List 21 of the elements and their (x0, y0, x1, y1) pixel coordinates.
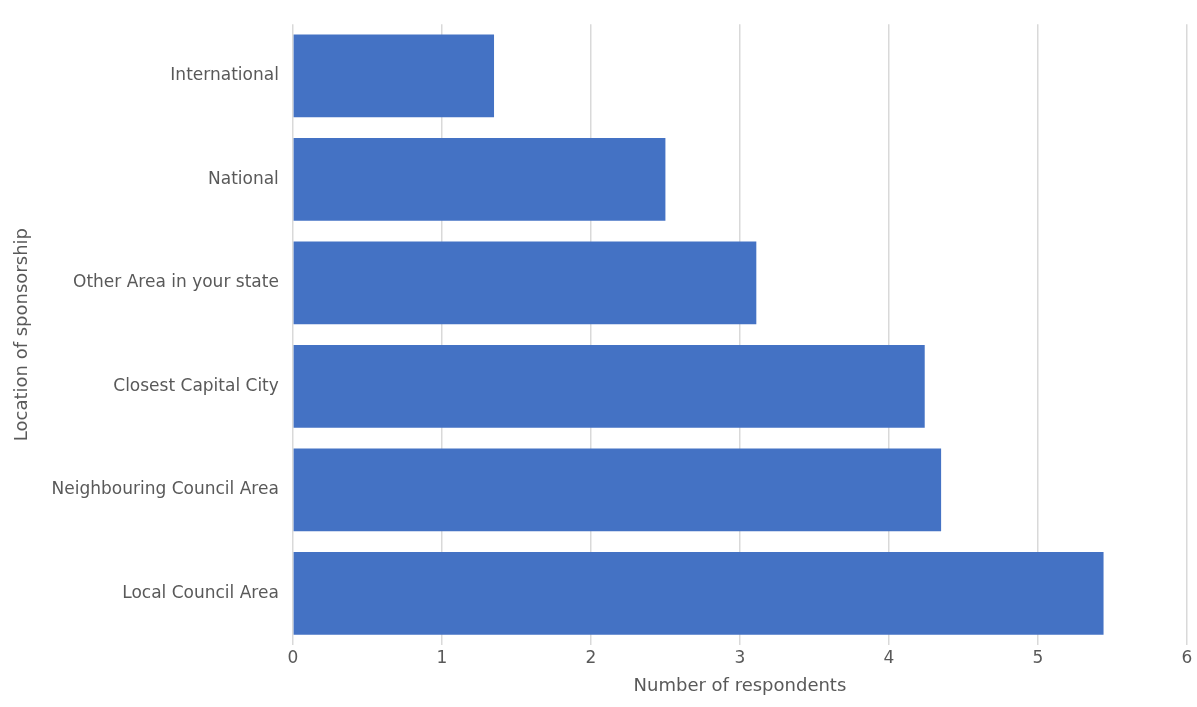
bar (293, 138, 666, 221)
x-tick-label: 0 (287, 646, 299, 667)
y-tick-label: Local Council Area (122, 581, 279, 602)
bar (293, 551, 1104, 635)
bar (293, 241, 757, 325)
x-tick-label: 2 (585, 646, 597, 667)
x-tick-label: 4 (883, 646, 895, 667)
y-tick-label: Closest Capital City (113, 374, 279, 395)
x-tick-label: 6 (1181, 646, 1193, 667)
y-tick-label: Neighbouring Council Area (51, 478, 279, 499)
x-tick-label: 1 (436, 646, 448, 667)
y-tick-label: Other Area in your state (73, 271, 279, 292)
x-tick-label: 5 (1032, 646, 1044, 667)
bar (293, 344, 925, 428)
bar (293, 34, 495, 118)
y-tick-label: International (170, 64, 279, 85)
x-tick-label: 3 (734, 646, 746, 667)
x-axis-title: Number of respondents (633, 673, 847, 695)
y-axis-title: Location of sponsorship (10, 228, 32, 442)
bar (293, 448, 942, 532)
y-tick-label: National (208, 167, 279, 188)
